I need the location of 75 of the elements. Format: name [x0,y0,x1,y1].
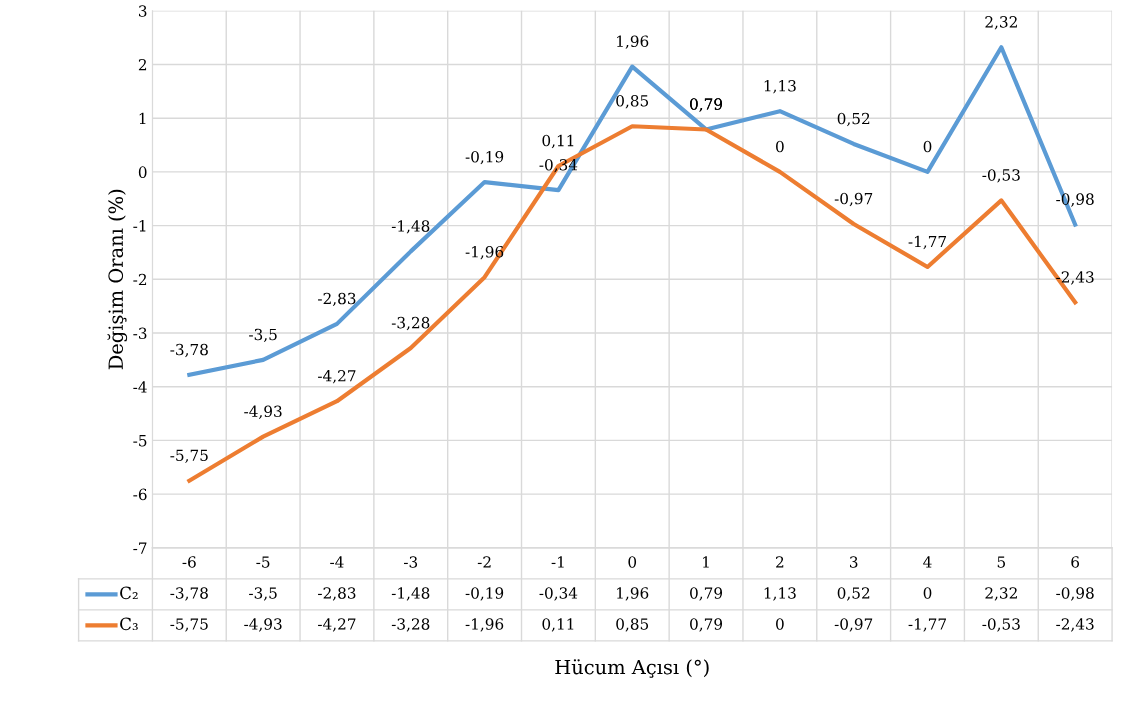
text: -3,28 [391,316,430,331]
text: 0,79 [690,98,723,112]
data-label: -0,53 [982,618,1020,632]
text: -3,5 [249,328,277,343]
text: -0,19 [465,150,504,165]
x-tick-label: -5 [256,556,270,568]
category-label: 0 [923,140,932,153]
text: -0,53 [982,169,1020,183]
y-axis-title: Değişim Oranı (%) [107,189,128,370]
y-tick-label: -4 [133,381,147,393]
data-label: -4,27 [318,618,356,632]
x-tick-label: 2 [776,556,784,568]
text: -0,97 [834,192,873,207]
x-tick-label: -6 [182,556,196,568]
y-tick-label: -2 [133,273,147,286]
text: -4,93 [244,405,282,419]
data-label: 0,85 [616,618,649,632]
legend-label: C₃ [120,617,138,631]
data-label: -0,97 [834,618,873,632]
y-tick-label: 1 [139,112,146,124]
x-tick-label: 4 [923,556,932,568]
data-label: -2,83 [318,587,356,601]
text: 1,13 [764,80,796,94]
data-label: -2,43 [1056,618,1094,632]
text: 2,32 [985,16,1017,30]
text: -4,27 [318,370,356,384]
x-tick-label: -3 [404,556,418,568]
data-label: 0,11 [542,618,574,632]
data-label: -4,93 [244,618,282,632]
y-tick-label: -5 [133,435,147,447]
legend-label: C₂ [120,586,138,600]
data-label: -0,19 [465,587,504,601]
data-label: 0,79 [690,618,723,632]
data-label: 2,32 [985,587,1017,601]
data-label: -0,34 [539,587,578,601]
text: -5,75 [170,449,208,463]
data-label: 0,52 [837,587,870,601]
y-tick-label: 2 [138,58,147,71]
data-label: -3,78 [170,587,208,601]
text: 0,85 [616,95,649,109]
text: -1,48 [391,220,430,234]
text: 1,96 [617,35,649,49]
data-label: -5,75 [170,618,208,632]
x-tick-label: -2 [477,556,491,568]
data-label: -1,77 [908,618,946,632]
x-tick-label: 5 [997,556,1006,568]
x-tick-label: 6 [1071,556,1080,568]
y-tick-label: -6 [133,488,147,501]
data-label: 0,79 [690,587,723,601]
text: -2,83 [318,292,356,307]
data-label: -1,48 [391,587,430,601]
x-tick-label: -4 [330,556,344,568]
x-tick-label: -1 [551,556,564,568]
y-tick-label: 0 [138,166,147,178]
category-label: 0 [776,140,784,153]
data-label: 0 [776,618,784,630]
data-label: 1,13 [764,587,796,601]
y-tick-label: 3 [139,5,147,17]
y-tick-label: -1 [133,220,146,232]
text: 0,52 [837,112,870,127]
x-tick-label: 0 [628,556,637,568]
text: -3,78 [170,343,208,358]
data-label: -3,5 [249,587,277,601]
text: 0,11 [542,134,574,149]
y-tick-label: -3 [133,327,147,340]
x-axis-title: Hücum Açısı (°) [555,659,709,678]
data-label: -0,98 [1056,587,1094,601]
x-tick-label: 1 [703,556,709,568]
data-label: -1,96 [465,618,504,632]
text: -1,77 [908,235,946,250]
data-label: 0 [923,587,932,599]
x-tick-label: 3 [850,556,858,568]
data-label: -3,28 [391,618,430,632]
data-label: 1,96 [617,587,649,601]
y-tick-label: -7 [133,542,147,554]
